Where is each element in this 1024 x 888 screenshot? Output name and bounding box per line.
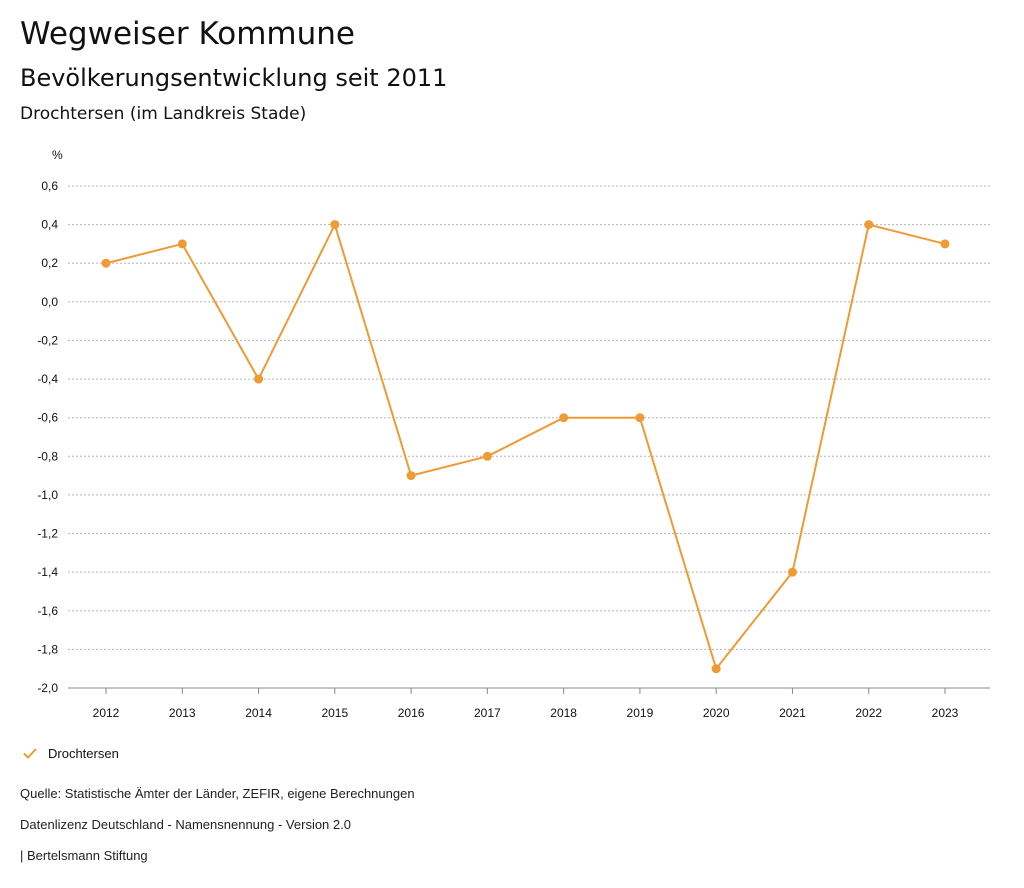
y-tick-label: -1,4 (37, 565, 58, 579)
x-tick-label: 2020 (703, 706, 730, 720)
data-point[interactable] (559, 413, 569, 423)
data-point[interactable] (482, 451, 492, 461)
credit-note: | Bertelsmann Stiftung (20, 848, 148, 863)
data-point[interactable] (406, 471, 416, 481)
x-tick-label: 2013 (169, 706, 196, 720)
source-note: Quelle: Statistische Ämter der Länder, Z… (20, 786, 415, 801)
y-tick-label: 0,6 (41, 179, 58, 193)
data-point[interactable] (940, 239, 950, 249)
x-tick-label: 2016 (398, 706, 425, 720)
y-tick-label: -1,0 (37, 488, 58, 502)
x-tick-label: 2021 (779, 706, 806, 720)
y-tick-label: -0,8 (37, 449, 58, 463)
x-tick-label: 2018 (550, 706, 577, 720)
data-point[interactable] (864, 220, 874, 230)
y-tick-label: -0,4 (37, 372, 58, 386)
chart-subtitle: Drochtersen (im Landkreis Stade) (20, 104, 307, 124)
x-tick-label: 2014 (245, 706, 272, 720)
data-point[interactable] (635, 413, 645, 423)
license-note: Datenlizenz Deutschland - Namensnennung … (20, 817, 351, 832)
chart-title: Bevölkerungsentwicklung seit 2011 (20, 64, 448, 92)
y-tick-label: -2,0 (37, 681, 58, 695)
data-point[interactable] (177, 239, 187, 249)
data-point[interactable] (787, 567, 797, 577)
data-point[interactable] (711, 664, 721, 674)
x-tick-label: 2012 (93, 706, 120, 720)
y-gridlines (68, 185, 990, 689)
y-tick-label: 0,2 (41, 256, 58, 270)
y-axis-unit-label: % (52, 148, 63, 162)
x-tick-label: 2015 (321, 706, 348, 720)
x-axis: 2012 2013 2014 2015 2016 2017 2018 2019 2020 2021… (93, 688, 959, 720)
y-tick-label: -1,8 (37, 642, 58, 656)
x-tick-label: 2023 (932, 706, 959, 720)
x-tick-label: 2017 (474, 706, 501, 720)
y-tick-label: 0,4 (41, 218, 58, 232)
y-tick-label: -1,6 (37, 604, 58, 618)
y-tick-label: -1,2 (37, 527, 58, 541)
y-tick-label: 0,0 (41, 295, 58, 309)
series-drochtersen (101, 220, 950, 674)
line-chart: % 0,6 0,4 0,2 0,0 -0,2 -0,4 -0,6 -0,8 -1,0 -1,2 -1… (37, 148, 990, 720)
data-point[interactable] (330, 220, 340, 230)
data-point[interactable] (101, 258, 111, 268)
legend-label: Drochtersen (48, 745, 119, 761)
series-line (105, 223, 946, 670)
legend[interactable]: Drochtersen (22, 745, 119, 761)
check-icon (23, 748, 37, 759)
page-title: Wegweiser Kommune (20, 16, 355, 52)
x-tick-label: 2022 (855, 706, 882, 720)
y-tick-label: -0,2 (37, 333, 58, 347)
data-point[interactable] (254, 374, 264, 384)
y-axis-ticks: 0,6 0,4 0,2 0,0 -0,2 -0,4 -0,6 -0,8 -1,0 -1,2 -1,4… (37, 179, 58, 695)
x-tick-label: 2019 (627, 706, 654, 720)
y-tick-label: -0,6 (37, 411, 58, 425)
